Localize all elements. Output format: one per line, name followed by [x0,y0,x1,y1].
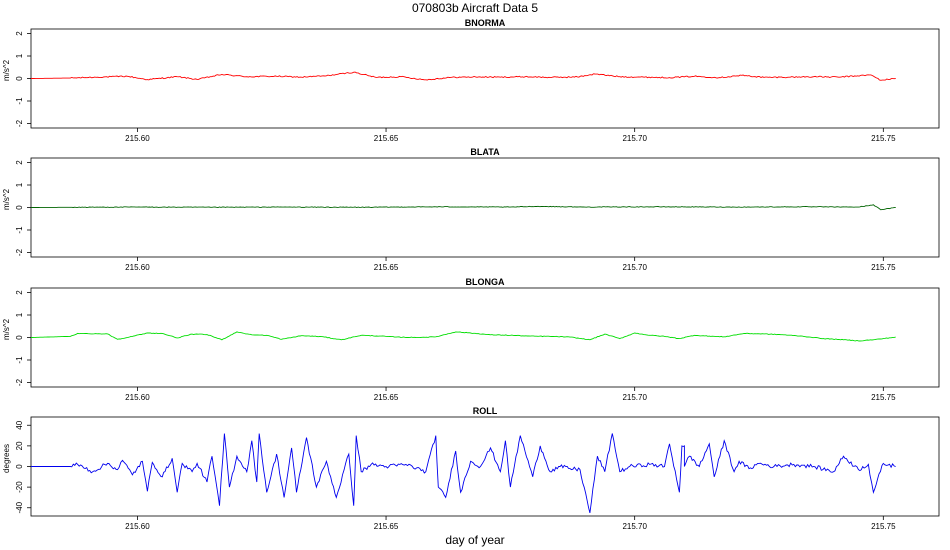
y-tick-label: -20 [15,481,24,493]
y-tick-label: 0 [15,76,24,81]
x-tick-label: 215.75 [871,522,896,531]
x-tick-label: 215.70 [622,522,647,531]
panel-bnorma: BNORMA -2 -1 0 1 2 m/s^2 215.60 215.65 215.70 215.… [2,18,940,143]
y-tick-label: 1 [15,312,24,317]
x-tick-label: 215.65 [374,522,399,531]
panel-blonga: BLONGA -2 -1 0 1 2 m/s^2 215.60 215.65 215.70 215.… [2,277,940,402]
y-tick-label: -1 [15,356,24,364]
y-axis-label: m/s^2 [2,318,11,340]
y-tick-label: 40 [15,420,24,429]
y-tick-label: 0 [15,464,24,469]
panels: BNORMA -2 -1 0 1 2 m/s^2 215.60 215.65 215.70 215.… [2,18,940,531]
y-tick-label: 20 [15,441,24,450]
panel-roll: ROLL -40 -20 0 20 40 degrees 215.60 215.65 215.70… [2,406,940,531]
x-tick-label: 215.60 [125,522,150,531]
y-tick-label: 0 [15,335,24,340]
y-axis-label: m/s^2 [2,59,11,81]
panel-blata: BLATA -2 -1 0 1 2 m/s^2 215.60 215.65 215.70 215.7… [2,147,940,272]
plot-frame [30,287,940,388]
series-line [31,331,896,342]
x-tick-label: 215.65 [374,393,399,402]
y-tick-label: 2 [15,31,24,36]
panel-title: BNORMA [465,18,506,28]
y-tick-label: -2 [15,248,24,256]
series-line [31,204,896,211]
y-axis-label: m/s^2 [2,188,11,210]
y-tick-label: 2 [15,290,24,295]
y-tick-label: 0 [15,205,24,210]
x-axis-label: day of year [445,533,504,547]
panel-title: BLONGA [466,277,505,287]
x-tick-label: 215.60 [125,134,150,143]
y-tick-label: -1 [15,226,24,234]
x-tick-label: 215.70 [622,393,647,402]
y-tick-label: 1 [15,53,24,58]
series-line [31,433,896,514]
x-tick-label: 215.60 [125,263,150,272]
x-tick-label: 215.70 [622,263,647,272]
y-tick-label: -2 [15,119,24,127]
series-line [31,71,896,81]
panel-title: BLATA [470,147,500,157]
y-tick-label: 1 [15,182,24,187]
y-axis-label: degrees [2,444,11,473]
y-tick-label: -1 [15,97,24,105]
y-tick-label: -40 [15,501,24,513]
x-tick-label: 215.65 [374,263,399,272]
y-tick-label: -2 [15,378,24,386]
x-tick-label: 215.65 [374,134,399,143]
x-tick-label: 215.75 [871,134,896,143]
x-tick-label: 215.75 [871,263,896,272]
x-tick-label: 215.60 [125,393,150,402]
plot-frame [30,28,940,129]
x-tick-label: 215.75 [871,393,896,402]
y-tick-label: 2 [15,160,24,165]
plot-frame [30,416,940,517]
figure-title: 070803b Aircraft Data 5 [412,1,538,15]
x-tick-label: 215.70 [622,134,647,143]
panel-title: ROLL [473,406,498,416]
